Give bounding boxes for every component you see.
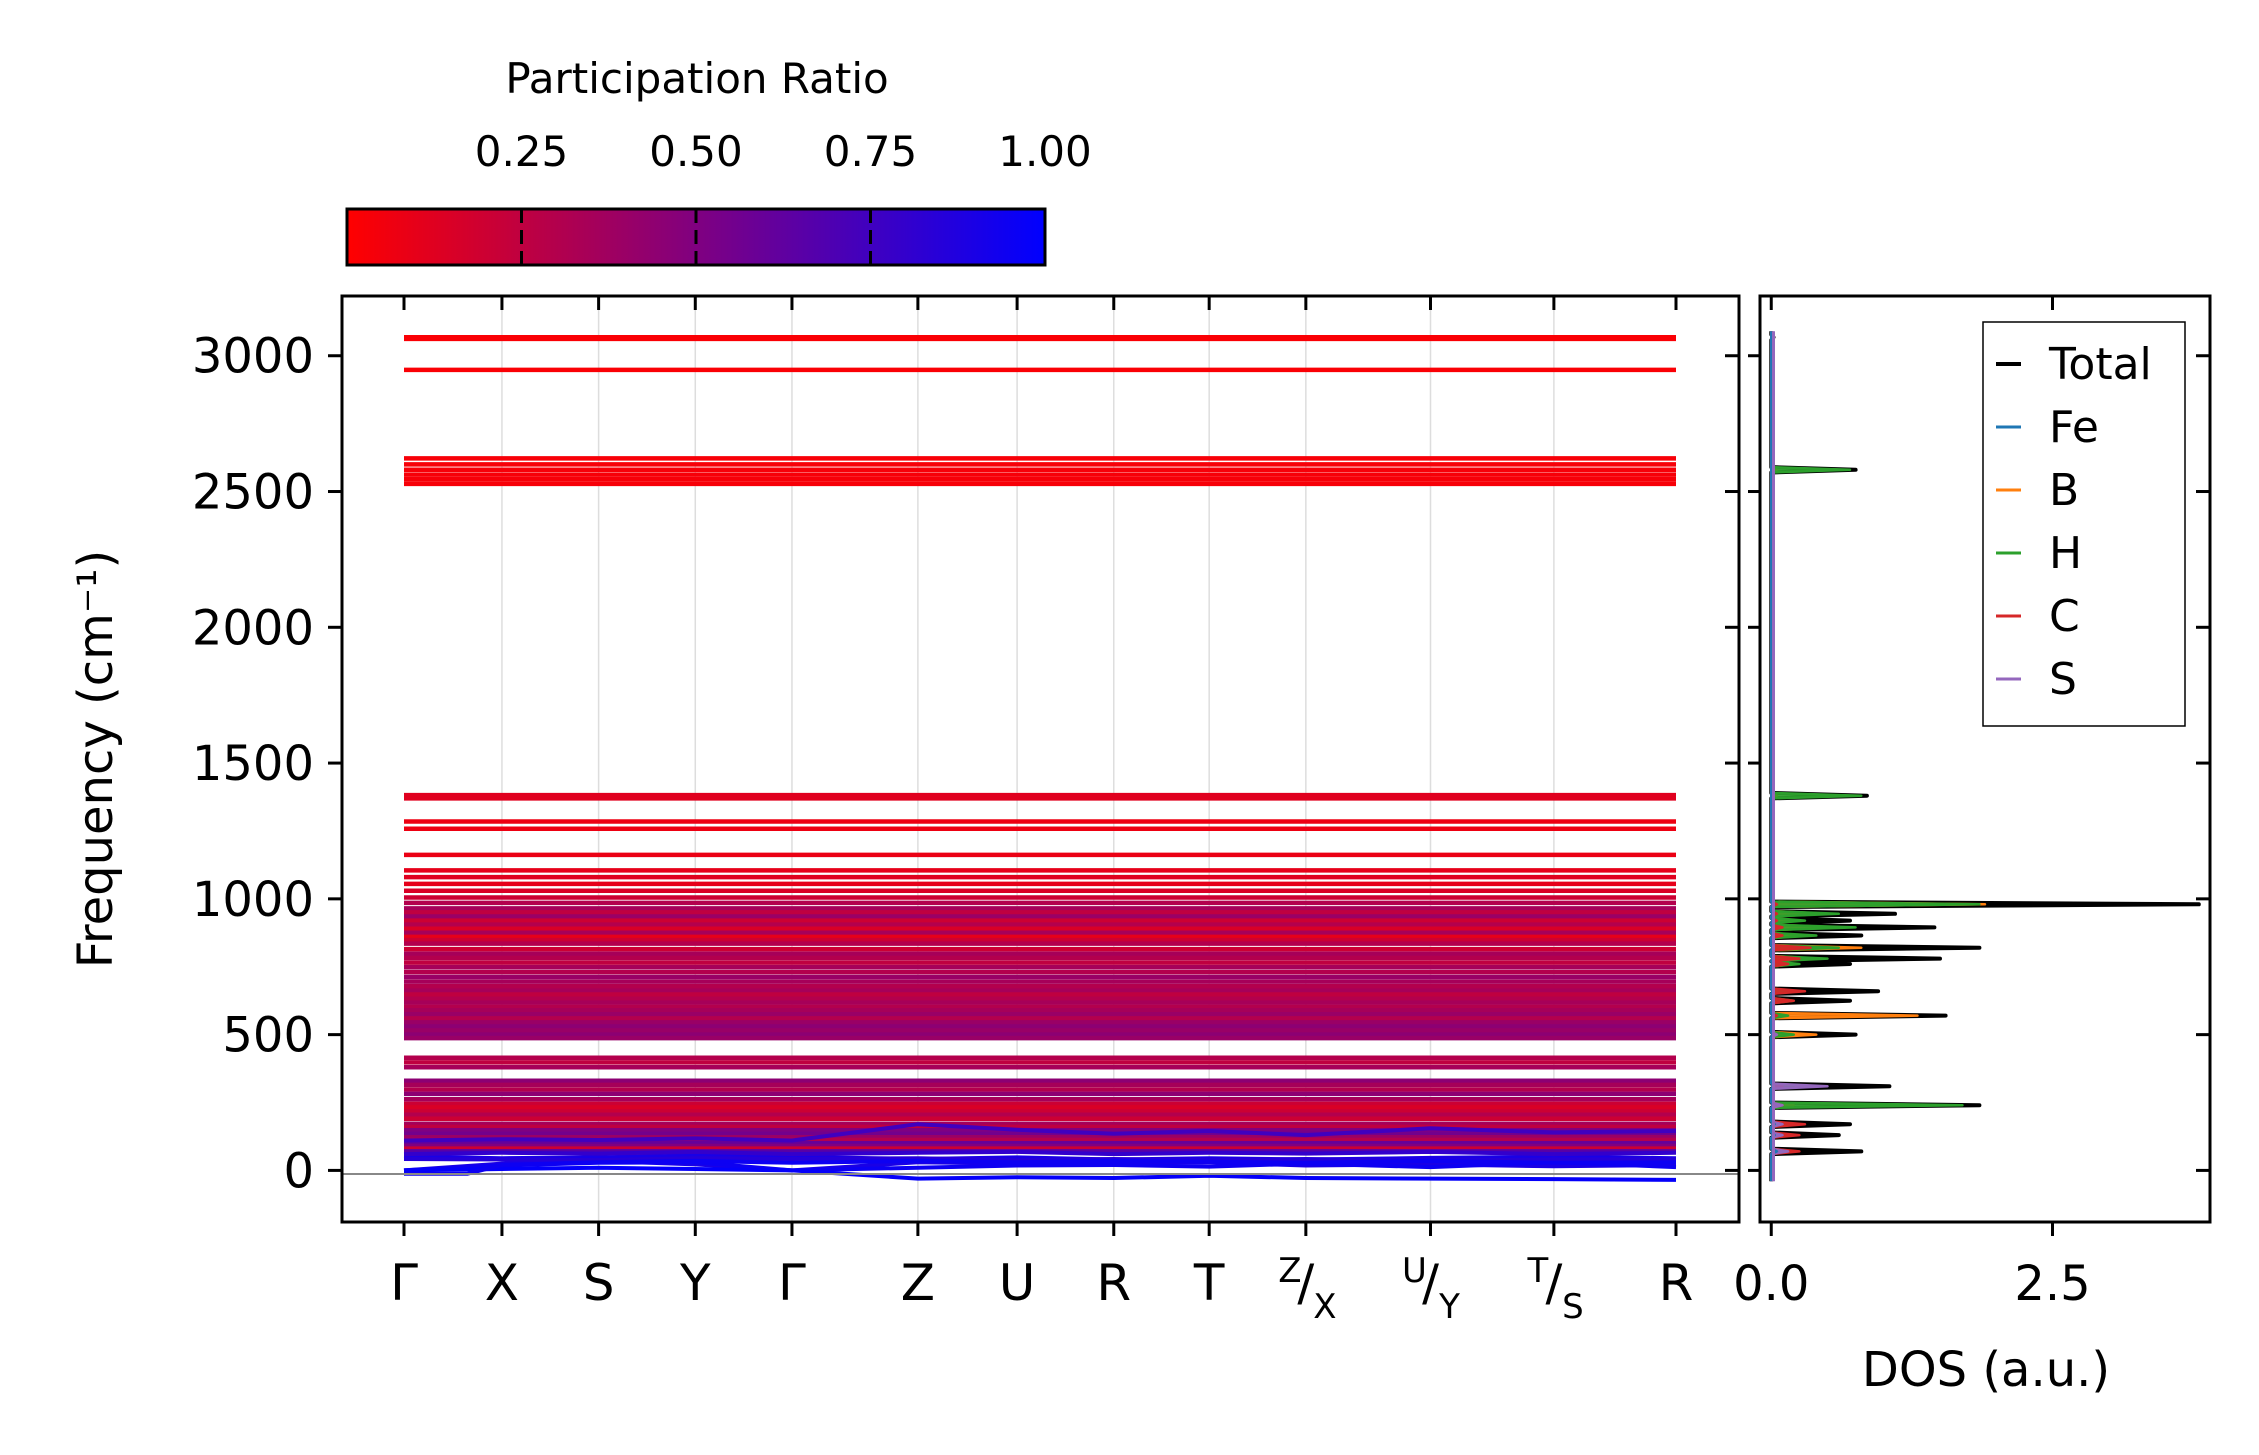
y-tick-label: 500: [222, 1008, 314, 1064]
y-tick-label: 0: [283, 1143, 314, 1199]
path-label: Z: [901, 1254, 935, 1312]
y-tick-label: 3000: [192, 329, 314, 385]
path-label-slash: /: [1297, 1254, 1314, 1312]
path-label-combined: U/Y: [1402, 1251, 1460, 1327]
colorbar-tick-label: 0.25: [475, 127, 569, 176]
path-label-sub: S: [1562, 1287, 1584, 1327]
path-label: U: [999, 1254, 1036, 1312]
y-tick-label: 2000: [192, 600, 314, 656]
path-label-sup: Z: [1278, 1251, 1301, 1291]
legend-label: S: [2049, 654, 2077, 705]
path-label-combined: T/S: [1526, 1251, 1583, 1327]
colorbar: Participation Ratio 0.25 0.50 0.75 1.00: [345, 54, 1092, 267]
dispersive-band: [403, 1153, 1677, 1162]
y-tick-label: 1000: [192, 872, 314, 928]
path-label-sup: T: [1526, 1251, 1548, 1291]
dos-x-tick-label: 0.0: [1733, 1256, 1809, 1312]
dos-x-ticks: 0.0 2.5: [1733, 296, 2091, 1312]
path-label: Y: [679, 1254, 711, 1312]
dos-y-ticks: [1748, 354, 2210, 1172]
path-label: S: [583, 1254, 615, 1312]
band-axes-frame: [340, 294, 1741, 1224]
path-label: R: [1659, 1254, 1694, 1312]
path-label-sub: X: [1313, 1287, 1336, 1327]
path-label: X: [485, 1254, 519, 1312]
dos-h-curve: [1770, 331, 1981, 1182]
dispersive-band: [404, 1158, 1677, 1176]
colorbar-tick-label: 0.75: [824, 127, 918, 176]
y-tick-label: 1500: [192, 736, 314, 792]
y-axis-label: Frequency (cm⁻¹): [68, 550, 124, 968]
y-axis-ticks: 0 500 1000 1500 2000 2500 3000: [192, 329, 1739, 1199]
dos-x-tick-label: 2.5: [2014, 1256, 2090, 1312]
x-axis-ticks: Γ X S Y Γ Z U R T Z/XU/YT/S R: [390, 296, 1693, 1327]
dos-b-curve: [1770, 331, 1987, 1182]
colorbar-title: Participation Ratio: [505, 54, 888, 103]
dos-s-curve: [1770, 331, 1829, 1182]
path-label-slash: /: [1545, 1254, 1562, 1312]
path-label: T: [1193, 1254, 1225, 1312]
dos-axes-frame: [1758, 294, 2212, 1224]
dispersive-band: [403, 1122, 1677, 1143]
y-tick-label: 2500: [192, 465, 314, 521]
legend-label: B: [2049, 465, 2079, 516]
legend-label: Fe: [2049, 402, 2099, 453]
band-lines: [403, 335, 1677, 1182]
colorbar-tick-label: 0.50: [649, 127, 743, 176]
path-label: R: [1096, 1254, 1131, 1312]
path-label: Γ: [390, 1254, 418, 1312]
legend-label: Total: [2048, 339, 2152, 390]
dos-c-curve: [1770, 331, 1812, 1182]
legend-box: [1982, 321, 2186, 727]
dispersive-band: [403, 1149, 1677, 1157]
dos-x-axis-label: DOS (a.u.): [1862, 1342, 2110, 1398]
dispersive-band: [403, 1165, 1677, 1182]
path-label: Γ: [778, 1254, 806, 1312]
colorbar-ticks: 0.25 0.50 0.75 1.00: [475, 127, 1092, 265]
colorbar-tick-label: 1.00: [998, 127, 1092, 176]
path-label-slash: /: [1422, 1254, 1439, 1312]
dos-curves: [1769, 331, 2201, 1182]
legend-label: C: [2049, 591, 2080, 642]
path-label-sup: U: [1402, 1251, 1427, 1291]
legend-label: H: [2049, 528, 2082, 579]
path-label-sub: Y: [1438, 1287, 1460, 1327]
path-label-combined: Z/X: [1278, 1251, 1336, 1327]
